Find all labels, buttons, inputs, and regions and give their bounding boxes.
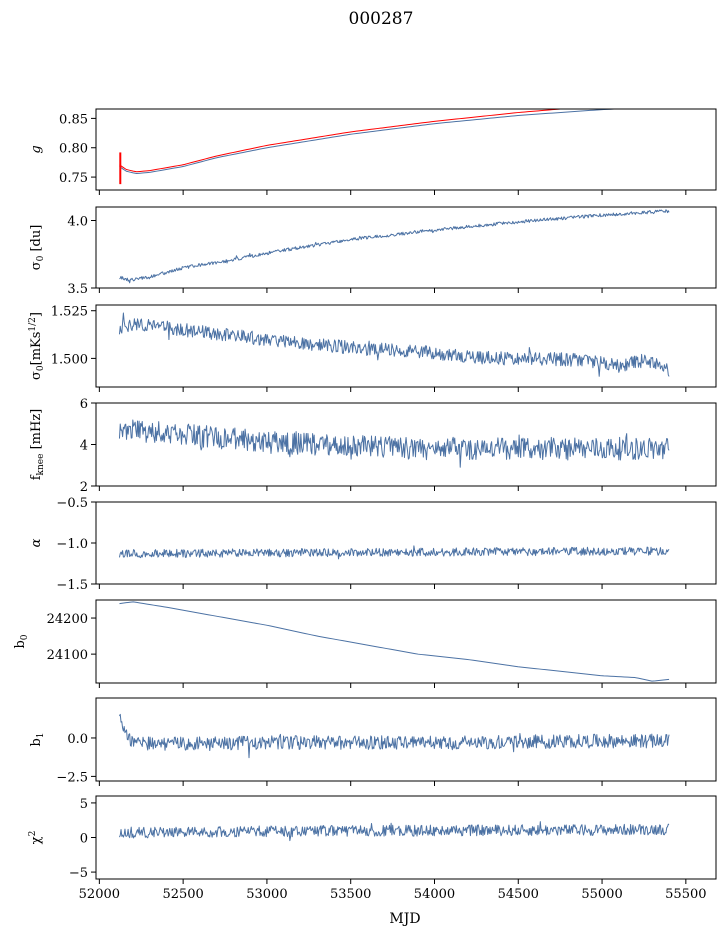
y-tick-label: 4 [80,439,88,454]
x-tick-label: 55500 [665,887,706,902]
x-tick-label: 53500 [330,887,371,902]
x-tick-label: 52500 [162,887,203,902]
x-tick-label: 55000 [581,887,622,902]
y-tick-label: 1.500 [51,352,88,367]
axes-frame [95,697,717,782]
y-tick-label: 0.0 [67,732,88,747]
y-tick-label: 6 [80,397,88,412]
axes-frame [95,599,717,684]
panel-4: 2 4 6 fknee [mHz] [29,397,717,495]
y-tick-label: −5 [69,866,88,881]
series-line [118,312,670,377]
y-axis-label: b0 [13,634,30,648]
y-axis-label: α [29,538,44,547]
axes-frame [95,108,717,191]
axes-frame [95,304,717,388]
y-axis-label: χ2 [28,831,44,845]
series-line [119,821,670,842]
y-tick-label: 0 [80,832,88,847]
series-line [119,601,670,682]
y-tick-label: −1.5 [56,578,88,593]
y-tick-label: 1.525 [51,305,88,320]
x-tick-label: 54500 [498,887,539,902]
y-axis-label: g [29,145,44,153]
x-tick-label: 52000 [79,887,120,902]
y-axis-label: σ0[mKs1/2] [28,312,46,380]
axes-frame [95,501,717,585]
chart-title: 000287 [349,9,414,29]
panels: 0.75 0.80 0.85 g 3.5 4.0 σ0 [du] 1.500 1.525 σ0[m… [13,108,717,902]
axes-frame [95,402,717,487]
y-tick-label: −0.5 [56,496,88,511]
x-tick-label: 54000 [414,887,455,902]
y-tick-label: 24200 [47,612,88,627]
panel-5: −1.5 −1.0 −0.5 α [29,496,717,593]
series-line [119,209,670,284]
x-tick-label: 53000 [246,887,287,902]
panel-6: 24100 24200 b0 [13,599,717,688]
panel-8: −5 0 5 52000 52500 53000 53500 54000 54500 55000 5… [28,795,717,902]
y-tick-label: −2.5 [56,770,88,785]
axes-frame [95,206,717,289]
series-line [118,419,670,468]
y-tick-label: 4.0 [67,215,88,230]
x-axis-label: MJD [389,911,420,927]
y-tick-label: 3.5 [67,282,88,297]
y-tick-label: 0.85 [59,112,88,127]
series-line [119,713,670,759]
axes-frame [95,795,717,880]
y-axis-label: σ0 [du] [29,225,46,271]
y-tick-label: 24100 [47,648,88,663]
y-tick-label: 0.75 [59,171,88,186]
y-axis-label: fknee [mHz] [29,409,46,481]
panel-3: 1.500 1.525 σ0[mKs1/2] [28,304,717,392]
fit-line [119,109,567,173]
y-tick-label: 5 [80,797,88,812]
y-axis-label: b1 [29,732,46,746]
y-tick-label: 0.80 [59,142,88,157]
y-tick-label: 2 [80,480,88,495]
series-line [118,545,670,560]
y-tick-label: −1.0 [56,537,88,552]
series-line [119,109,627,175]
panel-1: 0.75 0.80 0.85 g [29,108,717,195]
panel-7: −2.5 0.0 b1 [29,697,717,786]
panel-2: 3.5 4.0 σ0 [du] [29,206,717,297]
